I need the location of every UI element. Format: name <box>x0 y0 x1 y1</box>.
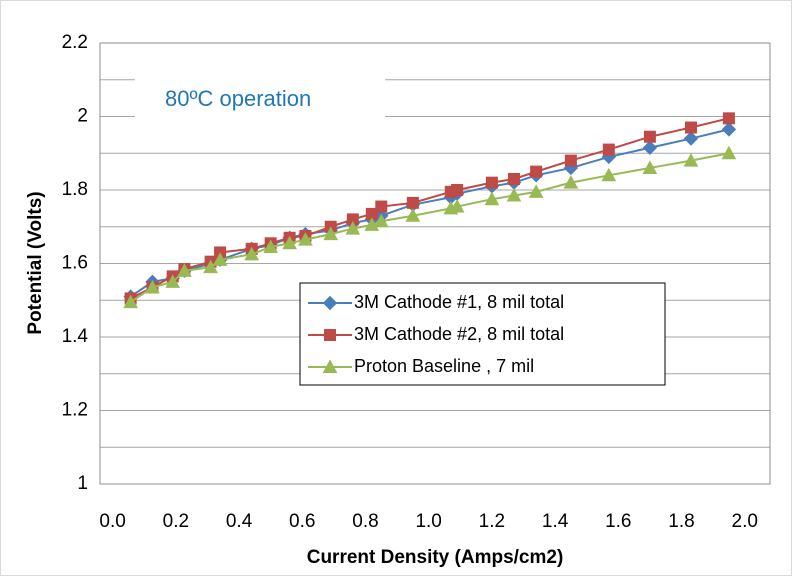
x-tick-label: 1.4 <box>542 511 569 532</box>
y-tick-label: 1 <box>77 473 88 494</box>
data-point <box>485 176 498 189</box>
x-tick-label: 0.6 <box>289 511 315 532</box>
data-point <box>602 143 615 156</box>
x-tick-label: 0.2 <box>163 511 189 532</box>
data-point <box>345 221 361 235</box>
data-point <box>244 246 260 261</box>
data-point <box>364 217 380 231</box>
data-point <box>123 294 138 309</box>
data-point <box>683 131 699 146</box>
y-tick-label: 1.2 <box>62 400 88 421</box>
legend-label: 3M Cathode #1, 8 mil total <box>354 292 564 312</box>
x-tick-label: 1.6 <box>605 511 631 532</box>
data-point <box>721 145 737 160</box>
data-point <box>563 175 579 189</box>
legend-marker <box>322 295 338 311</box>
data-point <box>165 274 181 288</box>
legend-label: Proton Baseline , 7 mil <box>354 356 534 376</box>
data-point <box>683 153 699 167</box>
y-tick-label: 1.4 <box>62 326 89 347</box>
legend-marker <box>324 329 336 341</box>
plot-frame <box>99 42 771 485</box>
data-point <box>530 165 543 178</box>
data-point <box>405 208 421 222</box>
x-tick-label: 1.2 <box>479 511 505 532</box>
x-tick-label: 1.8 <box>668 511 694 532</box>
data-point <box>528 184 544 198</box>
annotation-box <box>135 75 385 125</box>
data-point <box>449 198 465 213</box>
data-point <box>373 213 389 228</box>
data-point <box>298 232 313 246</box>
y-tick-label: 2.2 <box>62 32 88 53</box>
data-point <box>642 160 658 174</box>
data-point <box>508 172 521 185</box>
data-point <box>564 154 577 167</box>
x-tick-label: 0.0 <box>99 511 125 532</box>
annotation: 80ºC operation <box>165 86 311 111</box>
legend: 3M Cathode #1, 8 mil total 3M Cathode #2,… <box>308 292 564 376</box>
data-point <box>406 196 419 209</box>
data-point <box>506 187 522 202</box>
data-point <box>375 200 388 213</box>
x-tick-label: 0.4 <box>226 511 253 532</box>
y-axis-label: Potential (Volts) <box>25 191 46 334</box>
data-point <box>643 130 656 143</box>
legend-box <box>299 282 666 386</box>
data-point <box>484 191 500 206</box>
data-point <box>721 122 737 137</box>
y-tick-label: 2 <box>77 106 88 127</box>
x-axis-label: Current Density (Amps/cm2) <box>307 547 564 568</box>
data-point <box>145 279 160 294</box>
data-point <box>451 184 464 196</box>
data-point <box>263 239 278 253</box>
data-point <box>282 235 297 250</box>
y-tick-label: 1.6 <box>62 253 88 274</box>
data-point <box>642 140 658 155</box>
x-tick-label: 0.8 <box>352 511 378 532</box>
data-point <box>203 259 218 274</box>
data-point <box>601 167 617 182</box>
x-tick-label: 1.0 <box>415 511 441 532</box>
data-point <box>722 112 735 125</box>
data-point <box>684 121 697 134</box>
plot <box>123 112 737 309</box>
data-point <box>177 263 192 277</box>
data-point <box>323 226 339 241</box>
data-point <box>212 252 228 266</box>
legend-marker <box>322 359 338 373</box>
y-tick-label: 1.8 <box>62 179 88 200</box>
legend-label: 3M Cathode #2, 8 mil total <box>354 324 564 344</box>
x-tick-label: 2.0 <box>732 511 758 532</box>
